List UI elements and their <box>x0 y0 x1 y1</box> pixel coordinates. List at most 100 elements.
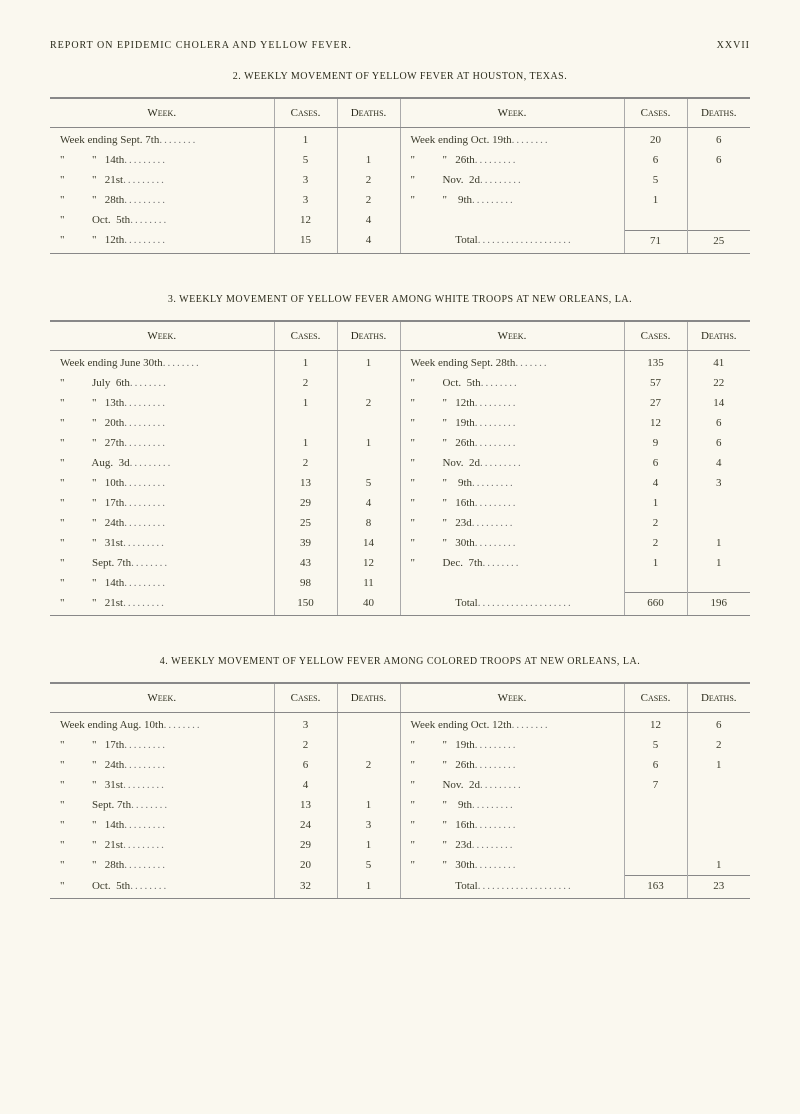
deaths-value <box>337 713 400 736</box>
cases-value: 1 <box>624 190 687 210</box>
deaths-value: 4 <box>337 210 400 230</box>
cases-value: 25 <box>274 513 337 533</box>
table-row: " " 17th.........2" " 19th.........52 <box>50 735 750 755</box>
week-label: " " 10th......... <box>50 473 274 493</box>
deaths-value <box>687 170 750 190</box>
table-row: Week ending June 30th........11Week endi… <box>50 350 750 373</box>
cases-value: 4 <box>274 775 337 795</box>
week-label: " " 30th......... <box>400 855 624 876</box>
deaths-value: 1 <box>337 350 400 373</box>
deaths-value: 14 <box>337 533 400 553</box>
deaths-value: 22 <box>687 373 750 393</box>
cases-value: 29 <box>274 835 337 855</box>
deaths-value: 2 <box>337 170 400 190</box>
week-label: " " 14th......... <box>50 815 274 835</box>
week-label: " " 14th......... <box>50 573 274 593</box>
cases-value: 5 <box>624 735 687 755</box>
week-label: " " 23d......... <box>400 835 624 855</box>
deaths-value <box>337 775 400 795</box>
col-cases-r: Cases. <box>624 98 687 128</box>
week-label: " Sept. 7th........ <box>50 795 274 815</box>
week-label: " Nov. 2d......... <box>400 453 624 473</box>
week-label: " " 28th......... <box>50 190 274 210</box>
week-label: " Aug. 3d......... <box>50 453 274 473</box>
deaths-value: 1 <box>687 553 750 573</box>
week-label: " " 12th......... <box>50 230 274 253</box>
col-week: Week. <box>50 98 274 128</box>
deaths-value <box>687 815 750 835</box>
cases-value: 1 <box>624 493 687 513</box>
deaths-value: 6 <box>687 413 750 433</box>
deaths-value <box>337 453 400 473</box>
deaths-value: 1 <box>687 533 750 553</box>
col-deaths-r: Deaths. <box>687 98 750 128</box>
week-label: " " 16th......... <box>400 815 624 835</box>
col-week-r: Week. <box>400 321 624 351</box>
col-cases-r: Cases. <box>624 683 687 713</box>
week-label: " July 6th........ <box>50 373 274 393</box>
cases-value: 1 <box>274 350 337 373</box>
week-label: " " 20th......... <box>50 413 274 433</box>
week-label: " " 17th......... <box>50 493 274 513</box>
cases-value: 43 <box>274 553 337 573</box>
cases-value: 20 <box>624 128 687 151</box>
deaths-value: 8 <box>337 513 400 533</box>
table4-title: 4. WEEKLY MOVEMENT OF YELLOW FEVER AMONG… <box>50 656 750 667</box>
table-row: " " 24th.........62" " 26th.........61 <box>50 755 750 775</box>
deaths-value: 1 <box>687 855 750 876</box>
cases-value: 2 <box>274 453 337 473</box>
week-label: " " 9th......... <box>400 795 624 815</box>
col-week: Week. <box>50 683 274 713</box>
table-row: " " 14th.........51" " 26th.........66 <box>50 150 750 170</box>
deaths-value: 1 <box>337 835 400 855</box>
cases-value: 57 <box>624 373 687 393</box>
col-deaths-r: Deaths. <box>687 683 750 713</box>
table3: Week. Cases. Deaths. Week. Cases. Deaths… <box>50 320 750 617</box>
table-row: " " 21st.........15040Total.............… <box>50 593 750 616</box>
cases-value <box>624 855 687 876</box>
week-label: " Dec. 7th........ <box>400 553 624 573</box>
cases-value: 163 <box>624 876 687 899</box>
col-cases: Cases. <box>274 683 337 713</box>
week-label <box>400 210 624 230</box>
cases-value: 12 <box>624 713 687 736</box>
week-label: " Nov. 2d......... <box>400 775 624 795</box>
cases-value: 2 <box>624 533 687 553</box>
deaths-value: 2 <box>687 735 750 755</box>
table-row: " " 20th........." " 19th.........126 <box>50 413 750 433</box>
deaths-value: 40 <box>337 593 400 616</box>
cases-value: 9 <box>624 433 687 453</box>
deaths-value: 4 <box>687 453 750 473</box>
table-row: " " 21st.........291" " 23d......... <box>50 835 750 855</box>
week-label: " " 31st......... <box>50 533 274 553</box>
table-row: " Oct. 5th........124 <box>50 210 750 230</box>
week-label: " " 31st......... <box>50 775 274 795</box>
deaths-value: 12 <box>337 553 400 573</box>
cases-value: 27 <box>624 393 687 413</box>
deaths-value: 1 <box>337 433 400 453</box>
cases-value: 150 <box>274 593 337 616</box>
cases-value: 5 <box>624 170 687 190</box>
deaths-value <box>687 573 750 593</box>
cases-value <box>624 835 687 855</box>
cases-value: 24 <box>274 815 337 835</box>
cases-value: 1 <box>274 393 337 413</box>
table-row: " Oct. 5th........321Total..............… <box>50 876 750 899</box>
week-label: " " 21st......... <box>50 835 274 855</box>
table-row: " Aug. 3d.........2" Nov. 2d.........64 <box>50 453 750 473</box>
week-label: Week ending Sept. 28th....... <box>400 350 624 373</box>
cases-value: 6 <box>624 150 687 170</box>
week-label: Week ending Aug. 10th........ <box>50 713 274 736</box>
week-label: " " 14th......... <box>50 150 274 170</box>
deaths-value: 6 <box>687 713 750 736</box>
deaths-value <box>687 795 750 815</box>
week-label: Week ending Oct. 19th........ <box>400 128 624 151</box>
cases-value: 39 <box>274 533 337 553</box>
week-label: " Oct. 5th........ <box>50 210 274 230</box>
table4: Week. Cases. Deaths. Week. Cases. Deaths… <box>50 682 750 899</box>
deaths-value <box>687 210 750 230</box>
col-week-r: Week. <box>400 98 624 128</box>
deaths-value <box>337 373 400 393</box>
cases-value: 13 <box>274 795 337 815</box>
week-label: " Nov. 2d......... <box>400 170 624 190</box>
